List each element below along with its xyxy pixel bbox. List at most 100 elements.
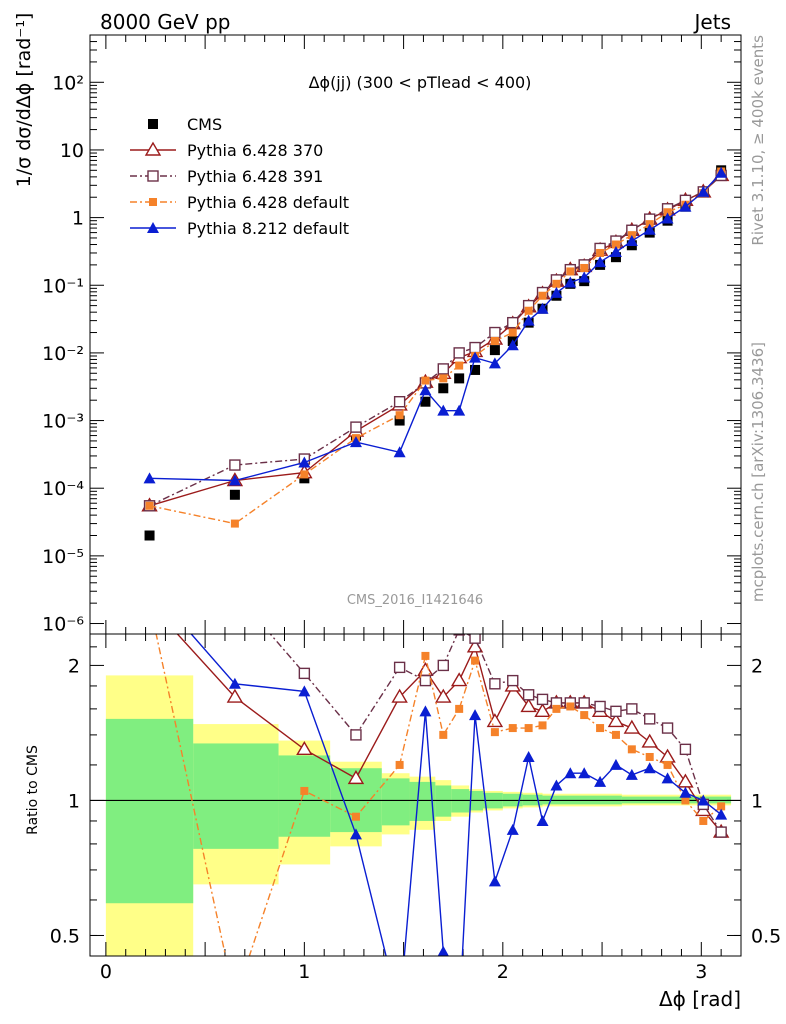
bottom-series-1-point [350,729,362,741]
top-series-3-point [230,519,239,528]
bottom-series-2-point [611,730,620,739]
top-y-tick-label: 10⁻¹ [42,275,84,297]
legend: CMS Pythia 6.428 370 Pythia 6.428 391 Pythi… [130,115,349,238]
top-series-4-point [661,212,674,224]
bottom-panel-frame [89,633,742,957]
top-y-tick-label: 1 [72,208,84,230]
bottom-series-0-point [534,702,551,718]
top-series-0-point [229,489,240,500]
bottom-series-3-point [536,814,549,826]
legend-marker-0 [148,119,158,129]
bottom-series-0-point [435,688,452,703]
bottom-y-tick-label-right: 2 [751,655,763,677]
top-series-0-point [144,530,155,541]
bottom-series-3-point [437,945,449,956]
bottom-series-2-point [146,599,154,607]
bottom-panel-series [90,580,741,1016]
rivet-label: Rivet 3.1.10, ≥ 400k events [749,35,767,246]
bottom-series-0-point [677,773,694,788]
bottom-series-1-point [419,674,432,687]
top-y-tick-label: 10⁻⁵ [42,546,84,568]
legend-marker-3 [149,198,157,206]
bottom-series-0-point [391,688,408,703]
legend-marker-2 [147,170,159,182]
top-series-3-point [439,374,448,383]
watermark-label: CMS_2016_I1421646 [347,593,483,608]
top-series-0-point [470,364,481,375]
bottom-series-1-point [610,705,622,718]
top-series-2-point [489,326,501,339]
top-y-tick-label: 10² [52,72,84,94]
top-y-tick-label: 10⁻⁶ [42,614,84,636]
bottom-series-0-point [623,719,641,734]
top-series-4-point [419,384,432,396]
top-series-3-point [580,263,589,272]
top-series-0-point [394,415,405,426]
top-series-4-point [643,223,656,235]
band-inner-segment [105,718,194,904]
bottom-series-0-point [659,748,676,763]
bottom-series-2-point [395,760,404,769]
bottom-series-1-point [298,667,311,680]
top-panel-series [141,165,730,541]
bottom-series-2-point [663,760,672,769]
top-y-tick-label: 10⁻² [42,343,84,365]
legend-marker-1 [144,141,162,156]
top-series-4-point [697,185,710,197]
top-panel-title: Δϕ(jj) (300 < pTlead < 400) [309,73,532,92]
bottom-series-0-point [607,713,625,728]
bottom-series-3-point [144,580,156,591]
top-panel-axes: 10⁻⁶ 10⁻⁵ 10⁻⁴ 10⁻³ 10⁻² 10⁻¹ 1 10 10² [42,34,742,636]
top-series-3-point [663,208,672,217]
bottom-series-1-point [578,697,590,709]
bottom-series-1-point [437,659,449,672]
top-series-3-point [538,291,547,300]
x-tick-label: 2 [497,961,509,983]
top-series-4-point [609,246,622,258]
top-series-4-point [453,404,466,416]
top-series-4-point [437,404,450,416]
bottom-series-3-point [715,808,728,820]
legend-label-2: Pythia 6.428 391 [187,167,323,186]
bottom-series-2-point [231,995,239,1003]
bottom-series-3-point [679,786,692,798]
top-y-tick-label: 10⁻⁴ [42,478,84,500]
bottom-series-2-point [627,745,636,754]
top-series-4-point [143,472,156,484]
legend-marker-4 [147,222,159,233]
legend-label-3: Pythia 6.428 default [187,193,349,212]
bottom-series-3-point [625,768,638,780]
top-y-tick-label: 10⁻³ [42,411,84,433]
x-tick-label: 0 [100,961,112,983]
top-series-3-point [611,240,620,249]
top-series-4-point [564,276,577,288]
top-series-3-point [455,361,464,370]
top-series-3-point [508,328,517,337]
top-series-2-point [393,395,406,408]
bottom-series-1-point [715,826,727,838]
x-tick-label: 1 [298,961,310,983]
bottom-series-3-point [394,1005,406,1016]
bottom-series-1-point [661,722,674,734]
top-series-4-point [578,271,591,283]
bottom-series-3-point [609,758,622,770]
bottom-series-1-point [145,598,155,608]
bottom-series-3-point [594,775,607,787]
bottom-series-0-point [296,740,313,756]
top-y-axis-label: 1/σ dσ/dΔϕ [rad⁻¹] [13,13,35,188]
bottom-series-0-point [226,688,244,703]
bottom-y-tick-label: 0.5 [50,925,80,947]
top-series-0-point [489,345,500,356]
bottom-series-3-point [419,705,432,717]
bottom-series-2-point [645,752,654,761]
bottom-series-3-point [643,762,656,774]
bottom-y-tick-label-right: 0.5 [751,925,781,947]
top-series-3-point [145,501,154,510]
bottom-series-2-point [351,812,360,821]
top-series-4-point [522,314,535,326]
bottom-series-2-point [439,730,448,739]
bottom-series-3-point [349,828,362,840]
bottom-series-2-point [580,711,589,720]
top-series-4-point [679,200,692,212]
